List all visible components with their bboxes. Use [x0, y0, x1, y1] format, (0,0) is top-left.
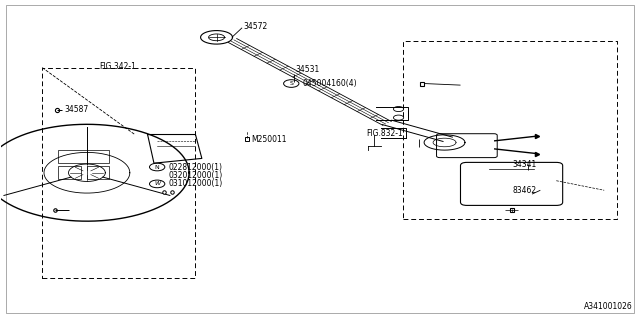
Text: W: W: [154, 181, 160, 186]
Bar: [87, 166, 109, 179]
Text: 83462: 83462: [513, 186, 537, 195]
Text: FIG.832-1: FIG.832-1: [367, 129, 403, 138]
Text: 032012000(1): 032012000(1): [168, 171, 222, 180]
Text: M250011: M250011: [252, 135, 287, 144]
Text: 045004160(4): 045004160(4): [303, 79, 357, 88]
Text: S: S: [289, 81, 293, 86]
Text: 34341: 34341: [513, 160, 537, 169]
Text: 031012000(1): 031012000(1): [168, 180, 222, 188]
Text: FIG.342-1: FIG.342-1: [100, 62, 136, 71]
Text: N: N: [155, 164, 159, 170]
Text: 34572: 34572: [243, 22, 268, 31]
Text: 34587: 34587: [65, 105, 89, 114]
Text: 022812000(1): 022812000(1): [168, 163, 222, 172]
Bar: [58, 166, 81, 179]
Text: A341001026: A341001026: [584, 302, 633, 311]
Bar: [58, 150, 109, 163]
Text: 34531: 34531: [296, 65, 320, 74]
